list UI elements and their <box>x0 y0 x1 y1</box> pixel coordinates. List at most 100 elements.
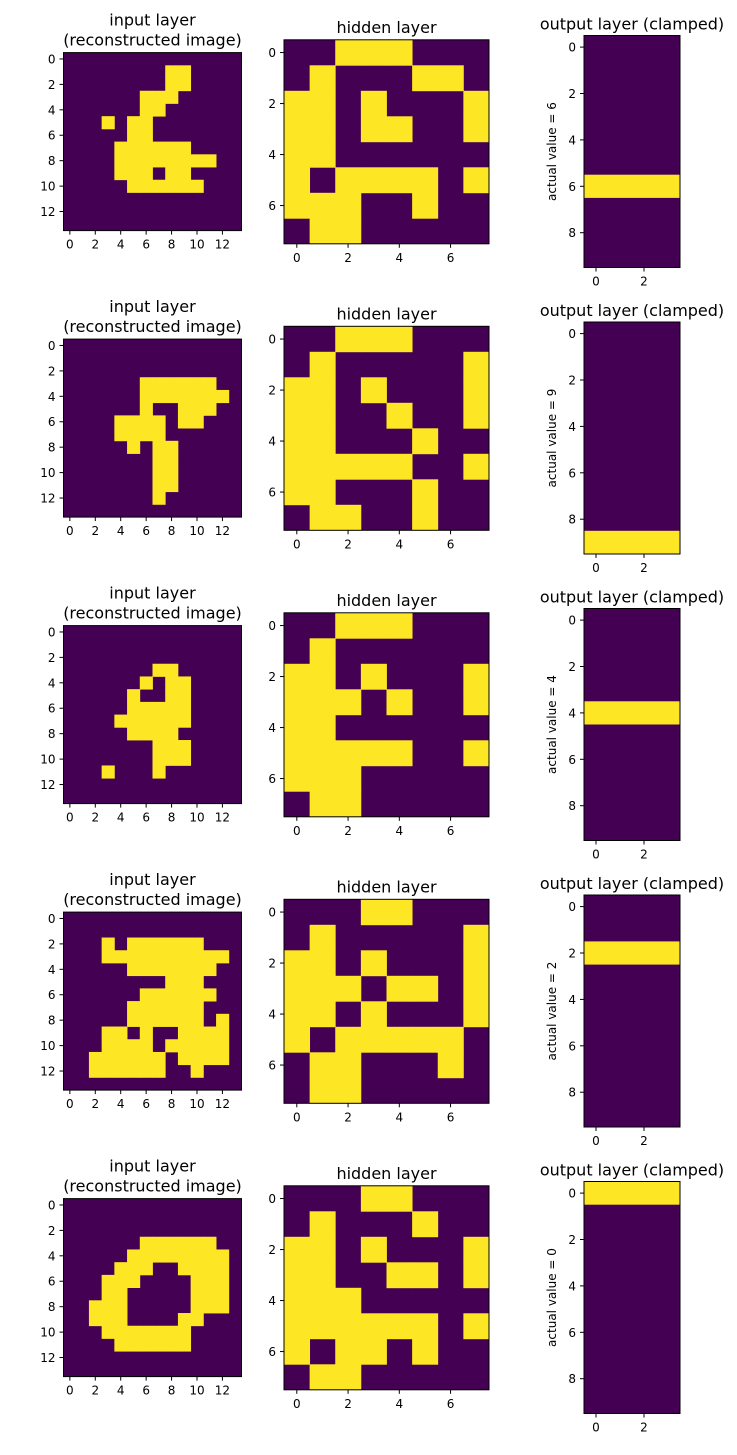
input-pixel-cell-active <box>203 962 217 977</box>
input-pixel-cell-active <box>152 950 166 964</box>
hidden-panel-xtick-label: 4 <box>395 1110 403 1124</box>
input-pixel-cell-active <box>127 727 141 741</box>
output-panel-ytick-label: 8 <box>568 1086 576 1100</box>
hidden-unit-cell-active <box>386 116 413 143</box>
hidden-unit-cell-active <box>412 1313 439 1340</box>
input-pixel-cell-active <box>127 1325 141 1339</box>
input-pixel-cell-active <box>101 1064 115 1078</box>
hidden-unit-cell-active <box>463 377 490 404</box>
input-panel-subtitle: (reconstructed image) <box>63 31 242 50</box>
input-pixel-cell-active <box>190 1287 204 1301</box>
input-pixel-cell-active <box>216 1039 230 1053</box>
hidden-panel-ytick-label: 0 <box>268 1192 276 1206</box>
hidden-unit-cell-active <box>284 740 311 767</box>
hidden-unit-cell-active <box>386 975 413 1002</box>
hidden-unit-cell-active <box>284 402 311 429</box>
output-panel-ytick-label: 2 <box>568 660 576 674</box>
input-pixel-cell-active <box>152 1236 166 1250</box>
input-pixel-cell-active <box>190 179 204 193</box>
hidden-panel-ytick-label: 0 <box>268 619 276 633</box>
hidden-unit-cell-active <box>284 1287 311 1314</box>
output-active-class-bar <box>584 701 680 725</box>
input-pixel-cell-active <box>190 1026 204 1040</box>
hidden-unit-cell-active <box>335 504 362 531</box>
input-pixel-cell-active <box>165 752 179 766</box>
input-pixel-cell-active <box>101 765 115 779</box>
input-panel-ytick-label: 8 <box>48 727 56 741</box>
input-pixel-cell-active <box>114 415 128 429</box>
hidden-unit-cell-active <box>284 689 311 716</box>
output-layer-panel: output layer (clamped) 0 2 4 6 8 0 2 actual valu… <box>540 301 724 575</box>
input-pixel-cell-active <box>139 389 153 404</box>
hidden-unit-cell-active <box>309 714 336 741</box>
hidden-unit-cell-active <box>309 975 336 1002</box>
input-pixel-cell-active <box>216 1013 230 1027</box>
panel-row-3: input layer(reconstructed image) 0 2 4 6 8 10 1… <box>40 870 724 1148</box>
input-pixel-cell-active <box>114 1338 128 1352</box>
hidden-unit-cell-active <box>309 428 336 455</box>
hidden-unit-cell-active <box>463 975 490 1002</box>
input-pixel-cell-active <box>190 937 204 951</box>
input-panel-xtick-label: 12 <box>215 1384 230 1398</box>
input-panel-ytick-label: 0 <box>48 1198 56 1212</box>
input-pixel-cell-active <box>165 440 179 454</box>
input-pixel-cell-active <box>165 727 179 741</box>
hidden-unit-cell-active <box>309 192 336 219</box>
input-panel-subtitle: (reconstructed image) <box>63 1177 242 1196</box>
input-panel-ytick-label: 12 <box>40 492 55 506</box>
input-pixel-cell-active <box>203 1287 217 1301</box>
hidden-unit-cell-active <box>284 453 311 480</box>
output-active-class-bar <box>584 941 680 965</box>
input-pixel-cell-active <box>127 950 141 964</box>
input-pixel-cell-active <box>203 1026 217 1040</box>
hidden-unit-cell-active <box>360 612 387 639</box>
input-pixel-cell-active <box>152 1051 166 1066</box>
hidden-unit-cell-active <box>360 116 387 143</box>
input-pixel-cell-active <box>139 128 153 142</box>
hidden-unit-cell-active <box>360 740 387 767</box>
hidden-unit-cell-active <box>335 167 362 194</box>
hidden-unit-cell-active <box>463 950 490 977</box>
input-pixel-cell-active <box>203 988 217 1002</box>
input-panel-xtick-label: 4 <box>117 238 125 252</box>
input-pixel-cell-active <box>203 950 217 964</box>
hidden-unit-cell-active <box>309 1077 336 1104</box>
input-panel-xtick-label: 6 <box>142 1384 150 1398</box>
input-pixel-cell-active <box>139 701 153 715</box>
input-pixel-cell-active <box>139 962 153 977</box>
input-pixel-cell-active <box>139 950 153 964</box>
output-panel-title: output layer (clamped) <box>540 301 724 320</box>
input-panel-title: input layer <box>109 11 196 30</box>
input-pixel-cell-active <box>88 1051 103 1066</box>
input-pixel-cell-active <box>216 1026 230 1040</box>
input-pixel-cell-active <box>152 478 166 493</box>
hidden-unit-cell-active <box>309 950 336 977</box>
input-pixel-cell-active <box>165 1039 179 1053</box>
output-panel-ytick-label: 4 <box>568 993 576 1007</box>
input-pixel-cell-active <box>177 1313 192 1327</box>
input-pixel-cell-active <box>127 714 141 728</box>
input-pixel-cell-active <box>177 1001 192 1015</box>
hidden-unit-cell-active <box>360 1026 387 1053</box>
input-pixel-cell-active <box>165 1236 179 1250</box>
input-pixel-cell-active <box>165 1338 179 1352</box>
hidden-panel-xtick-label: 4 <box>395 537 403 551</box>
hidden-unit-cell-active <box>309 1262 336 1289</box>
output-panel-xtick-label: 0 <box>592 1134 600 1148</box>
input-pixel-cell-active <box>203 377 217 391</box>
hidden-unit-cell-active <box>386 1313 413 1340</box>
input-panel-xtick-label: 2 <box>91 524 99 538</box>
hidden-unit-cell-active <box>309 65 336 92</box>
input-panel-ytick-label: 8 <box>48 1014 56 1028</box>
input-pixel-cell-active <box>177 1262 192 1276</box>
input-pixel-cell-active <box>152 154 166 168</box>
input-panel-ytick-label: 12 <box>40 1351 55 1365</box>
hidden-unit-cell-active <box>360 90 387 117</box>
input-pixel-cell-active <box>177 154 192 168</box>
input-panel-ytick-label: 12 <box>40 778 55 792</box>
input-pixel-cell-active <box>88 1064 103 1078</box>
input-panel-ytick-label: 2 <box>48 651 56 665</box>
hidden-unit-cell-active <box>284 1313 311 1340</box>
input-pixel-cell-active <box>101 937 115 951</box>
hidden-panel-xtick-label: 6 <box>447 1397 455 1411</box>
